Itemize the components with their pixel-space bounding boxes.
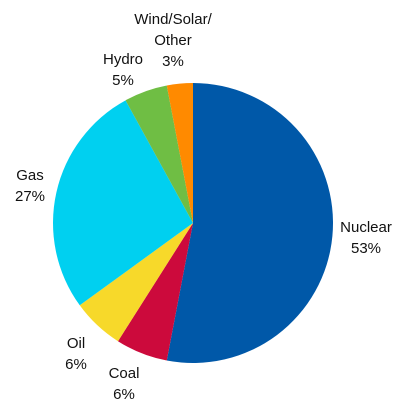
pie-slice-coal — [117, 223, 193, 361]
slice-label: Oil 6% — [65, 335, 87, 373]
slice-value-label: 53% — [351, 240, 381, 257]
slice-value-label: 6% — [113, 386, 135, 403]
slice-label: Hydro 5% — [103, 51, 143, 89]
slice-label: Wind/Solar/Other 3% — [134, 11, 212, 70]
pie-slices — [53, 82, 334, 363]
slice-name-label: Hydro — [103, 51, 143, 68]
pie-slice-oil — [79, 223, 193, 342]
slice-name-label: Nuclear — [340, 219, 392, 236]
slice-value-label: 6% — [65, 356, 87, 373]
slice-value-label: 3% — [162, 53, 184, 70]
pie-slice-gas — [53, 100, 193, 306]
slice-labels: Nuclear 53%Coal 6%Oil 6%Gas 27%Hydro 5%Wind/S… — [15, 11, 392, 403]
slice-value-label: 27% — [15, 188, 45, 205]
slice-name-label: Other — [154, 32, 192, 49]
pie-slice-hydro — [125, 85, 193, 223]
slice-name-label: Gas — [16, 167, 44, 184]
slice-label: Coal 6% — [109, 365, 140, 403]
slice-label: Nuclear 53% — [340, 219, 392, 257]
slice-value-label: 5% — [112, 72, 134, 89]
slice-name-label: Coal — [109, 365, 140, 382]
pie-slice-wind-solar-other — [166, 83, 193, 223]
slice-name-label: Wind/Solar/ — [134, 11, 212, 28]
pie-slice-nuclear — [166, 82, 334, 363]
slice-label: Gas 27% — [15, 167, 45, 205]
slice-name-label: Oil — [67, 335, 85, 352]
